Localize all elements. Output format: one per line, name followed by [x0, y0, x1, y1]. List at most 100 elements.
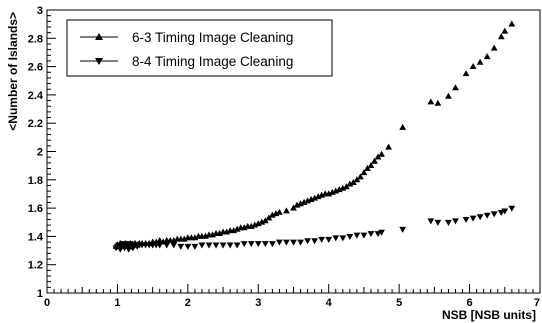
legend: 6-3 Timing Image Cleaning 8-4 Timing Ima… [66, 19, 333, 77]
data-point-up [342, 183, 350, 190]
x-tick-label: 1 [114, 297, 120, 309]
data-point-up [276, 208, 283, 215]
data-point-down [198, 242, 206, 249]
x-tick-label: 4 [326, 297, 333, 309]
data-point-up [476, 58, 484, 65]
y-tick-label: 1.2 [28, 260, 43, 272]
y-tick-label: 3 [37, 5, 43, 17]
data-point-down [125, 246, 133, 253]
x-axis-ticks: 0 1 2 3 4 5 6 7 [44, 284, 541, 309]
data-point-down [476, 214, 484, 221]
data-point-down [427, 218, 435, 225]
x-tick-label: 3 [255, 297, 261, 309]
data-point-up [508, 20, 516, 27]
data-point-down [445, 219, 452, 226]
data-point-up [462, 70, 470, 77]
x-tick-label: 0 [44, 297, 50, 309]
data-point-up [497, 33, 505, 40]
data-point-down [346, 234, 354, 240]
data-point-down [332, 235, 340, 242]
data-point-down [399, 226, 407, 233]
data-point-down [374, 231, 382, 238]
data-point-down [233, 242, 241, 249]
legend-box [66, 19, 333, 77]
y-tick-label: 2.8 [28, 33, 43, 45]
data-point-down [434, 219, 442, 226]
y-tick-label: 2.2 [28, 118, 43, 130]
data-point-up [434, 99, 442, 106]
data-point-up [360, 169, 368, 176]
data-point-down [483, 212, 491, 219]
data-point-up [371, 157, 378, 164]
data-point-down [462, 217, 470, 224]
data-point-down [318, 236, 326, 243]
x-tick-label: 2 [185, 297, 191, 309]
data-point-up [399, 123, 407, 130]
data-point-down [339, 235, 347, 242]
x-axis-label: NSB [NSB units] [442, 308, 536, 322]
data-point-up [490, 44, 498, 51]
data-point-up [290, 204, 297, 211]
data-point-down [501, 208, 509, 215]
data-point-down [360, 232, 368, 239]
data-point-up [452, 84, 459, 91]
data-point-up [364, 164, 371, 171]
data-point-down [276, 239, 283, 246]
data-point-down [378, 229, 385, 236]
y-tick-label: 1 [37, 288, 43, 300]
legend-entry-8-4: 8-4 Timing Image Cleaning [80, 54, 293, 69]
data-point-up [353, 176, 361, 183]
data-point-up [385, 143, 392, 150]
data-point-up [261, 217, 269, 224]
data-point-up [483, 53, 491, 60]
data-point-down [497, 209, 505, 216]
data-point-up [501, 27, 509, 34]
data-point-up [374, 153, 382, 160]
data-point-down [247, 241, 255, 248]
data-point-down [219, 242, 227, 249]
y-axis-label: <Number of Islands> [6, 12, 20, 131]
y-axis-ticks: 1 1.2 1.4 1.6 1.8 2 2.2 2.4 2.6 2.8 3 [28, 5, 56, 300]
series-layer [112, 20, 516, 253]
data-point-down [297, 239, 304, 246]
data-point-down [184, 243, 192, 250]
data-point-down [311, 238, 319, 245]
data-point-up [156, 237, 164, 244]
x-tick-label: 7 [534, 297, 540, 309]
y-tick-label: 2.6 [28, 62, 43, 74]
data-point-down [254, 241, 262, 248]
y-tick-label: 2.4 [28, 90, 44, 102]
data-point-down [177, 243, 185, 250]
data-point-down [268, 241, 276, 248]
y-tick-label: 1.6 [28, 203, 43, 215]
y-tick-label: 2 [37, 147, 43, 159]
data-point-down [226, 242, 234, 249]
data-point-up [445, 92, 452, 99]
data-point-up [469, 63, 477, 69]
data-point-up [378, 150, 385, 157]
legend-entry-6-3: 6-3 Timing Image Cleaning [80, 30, 293, 45]
data-point-up [349, 179, 357, 186]
data-point-down [367, 231, 375, 238]
legend-label-6-3: 6-3 Timing Image Cleaning [132, 30, 293, 45]
data-point-down [205, 242, 213, 249]
data-point-up [427, 98, 435, 105]
data-point-down [325, 236, 333, 243]
data-point-down [212, 242, 220, 249]
data-point-up [367, 162, 375, 169]
data-point-down [490, 211, 498, 218]
data-point-down [170, 242, 178, 249]
series-8-4 [112, 205, 516, 253]
data-point-down [508, 205, 516, 212]
data-point-down [304, 238, 311, 245]
legend-marker-triangle-up [95, 33, 103, 40]
data-point-up [357, 173, 364, 180]
data-point-up [265, 214, 273, 221]
data-point-down [283, 239, 290, 246]
data-point-down [290, 239, 297, 246]
data-point-down [156, 242, 164, 249]
legend-marker-triangle-down [95, 58, 103, 65]
data-point-down [261, 241, 269, 248]
